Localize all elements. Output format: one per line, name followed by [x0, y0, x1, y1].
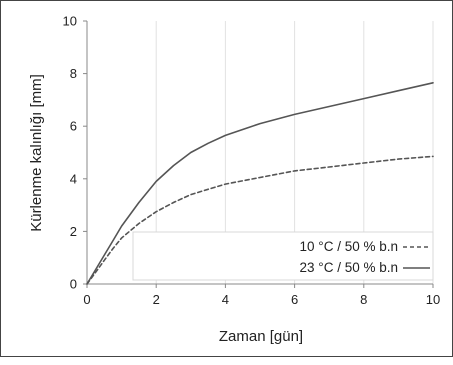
axes — [83, 20, 434, 288]
legend-entry-10c: 10 °C / 50 % b.n — [300, 239, 398, 254]
legend: 10 °C / 50 % b.n 23 °C / 50 % b.n — [132, 231, 434, 281]
series-line-23c — [86, 82, 434, 285]
y-tick-label: 4 — [70, 171, 77, 186]
series-line-10c — [86, 155, 434, 285]
y-tick-label: 10 — [63, 14, 77, 29]
y-tick-label: 0 — [70, 277, 77, 292]
x-axis-label: Zaman [gün] — [219, 328, 303, 345]
x-tick-label: 6 — [291, 292, 298, 307]
x-tick-label: 4 — [222, 292, 229, 307]
y-tick-label: 2 — [70, 224, 77, 239]
legend-box — [132, 231, 434, 281]
series-lines — [86, 82, 434, 285]
y-axis-label: Kürlenme kalınlığı [mm] — [28, 74, 45, 232]
x-tick-label: 10 — [426, 292, 440, 307]
outer-border — [0, 0, 453, 357]
x-tick-label: 0 — [83, 292, 90, 307]
y-tick-label: 8 — [70, 66, 77, 81]
y-tick-label: 6 — [70, 119, 77, 134]
y-tick-labels: 0 2 4 6 8 10 — [63, 14, 77, 292]
x-tick-label: 2 — [153, 292, 160, 307]
x-tick-labels: 0 2 4 6 8 10 — [83, 292, 440, 307]
legend-entry-23c: 23 °C / 50 % b.n — [300, 260, 398, 275]
x-tick-label: 8 — [360, 292, 367, 307]
